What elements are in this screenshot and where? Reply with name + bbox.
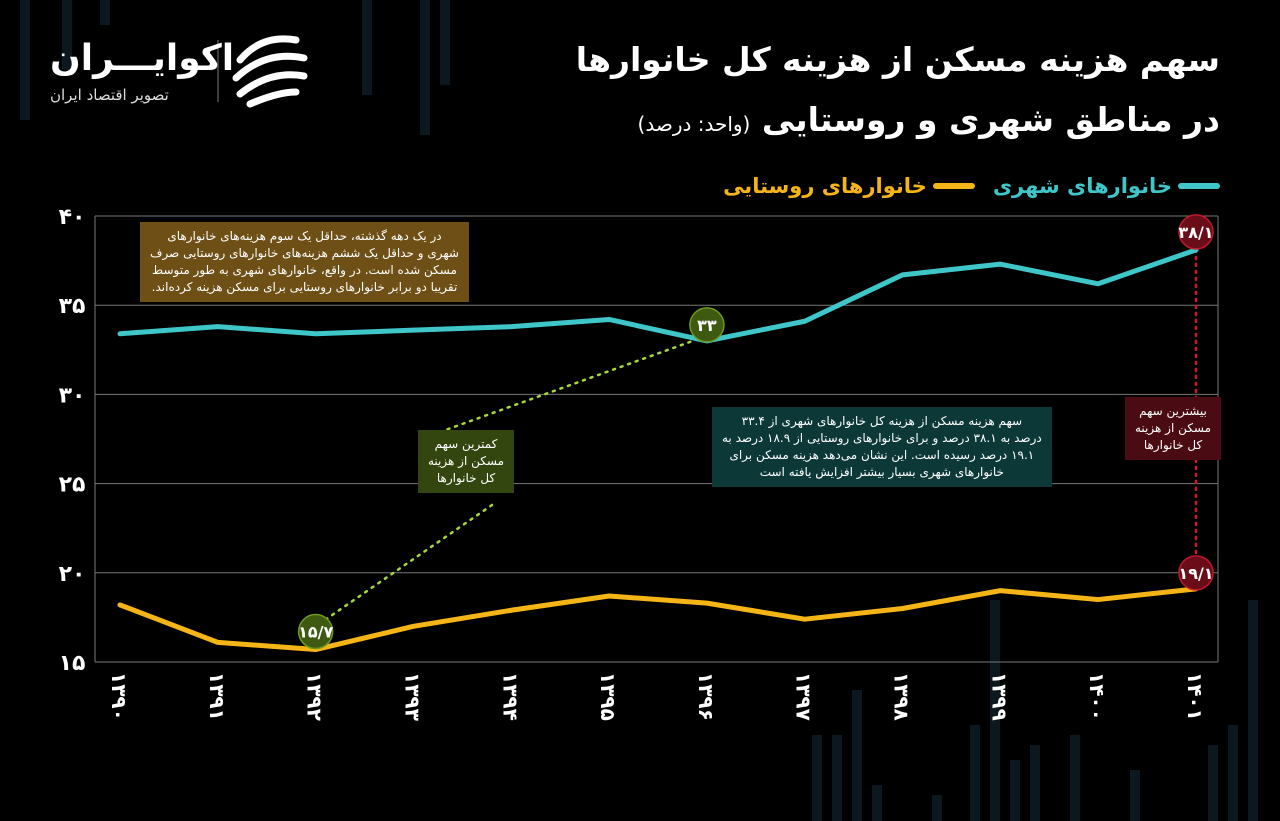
series-line [117,586,1199,653]
annotation-line: خانوارهای شهری بسیار بیشتر افزایش یافته … [759,465,1004,479]
annotation-line: تقریبا دو برابر خانوارهای روستایی برای م… [151,280,458,294]
annotation-line: مسکن شده است. در واقع، خانوارهای شهری به… [152,263,457,277]
annotation-line: در یک دهه گذشته، حداقل یک سوم هزینه‌های … [167,229,442,243]
y-tick-label: ۲۰ [59,562,86,587]
annotation: سهم هزینه مسکن از هزینه کل خانوارهای شهر… [712,407,1052,487]
annotation-line: سهم هزینه مسکن از هزینه کل خانوارهای شهر… [741,414,1023,428]
x-tick-label: ۱۳۹۰ [107,672,131,721]
x-tick-label: ۱۳۹۲ [303,672,327,721]
annotation-line: کل خانوارها [1143,438,1203,452]
value-label: ۱۹/۱ [1178,564,1213,583]
logo-icon [232,35,308,108]
brand-tagline: تصویر اقتصاد ایران [50,86,169,104]
legend: خانوارهای شهری خانوارهای روستایی [723,174,1220,198]
x-tick-label: ۱۳۹۸ [890,672,914,721]
annotation-line: درصد به ۳۸.۱ درصد و برای خانوارهای روستا… [722,431,1042,445]
annotation-line: شهری و حداقل یک ششم هزینه‌های خانوارهای … [150,246,459,260]
legend-swatch [932,183,975,189]
value-label-badge [689,307,725,343]
y-tick-label: ۴۰ [59,205,86,230]
value-label: ۳۳ [697,316,717,335]
value-label-badge [1178,555,1214,591]
value-label: ۳۸/۱ [1178,223,1213,242]
x-tick-label: ۱۳۹۵ [596,672,620,721]
legend-item: خانوارهای شهری [993,174,1220,198]
x-tick-label: ۱۳۹۹ [987,672,1011,721]
annotation: بیشترین سهم مسکن از هزینه کل خانوارها [1125,397,1221,460]
x-tick-label: ۱۳۹۱ [205,672,229,721]
annotation: کمترین سهم مسکن از هزینه کل خانوارها [418,430,514,493]
series-line [117,247,1199,344]
annotation-line: کل خانوارها [436,471,496,485]
legend-label: خانوارهای شهری [992,174,1172,198]
legend-item: خانوارهای روستایی [723,174,975,198]
y-tick-label: ۱۵ [59,651,86,676]
chart-title: سهم هزینه مسکن از هزینه کل خانوارها [575,40,1220,79]
connector [438,339,695,434]
y-tick-label: ۳۰ [59,383,86,408]
background-bars [20,0,1258,821]
legend-label: خانوارهای روستایی [723,174,927,198]
chart-subtitle: (واحد: درصد) [637,112,751,136]
x-tick-label: ۱۳۹۳ [400,672,424,721]
title-line2: در مناطق شهری و روستایی [761,100,1220,139]
connector [324,503,494,621]
annotation-line: ۱۹.۱ درصد رسیده است. این نشان می‌دهد هزی… [729,448,1035,462]
value-label-badge [1178,214,1214,250]
y-tick-label: ۲۵ [59,473,86,498]
annotation-line: مسکن از هزینه [1135,421,1211,435]
x-tick-label: ۱۳۹۶ [694,672,718,721]
y-tick-label: ۳۵ [59,294,86,319]
x-tick-label: ۱۳۹۷ [792,672,816,721]
value-label-badge [297,613,334,650]
annotation: در یک دهه گذشته، حداقل یک سوم هزینه‌های … [140,222,469,302]
x-tick-label: ۱۳۹۴ [498,672,522,721]
brand-name: اکوایـــران [50,38,235,79]
chart-title-line2: در مناطق شهری و روستایی (واحد: درصد) [638,100,1220,139]
annotation-line: کمترین سهم [434,437,498,451]
legend-swatch [1178,183,1220,189]
x-tick-label: ۱۴۰۱ [1183,672,1207,721]
annotation-line: مسکن از هزینه [428,454,504,468]
annotation-line: بیشترین سهم [1139,404,1207,418]
value-label: ۱۵/۷ [298,623,333,642]
x-tick-label: ۱۴۰۰ [1085,672,1109,721]
